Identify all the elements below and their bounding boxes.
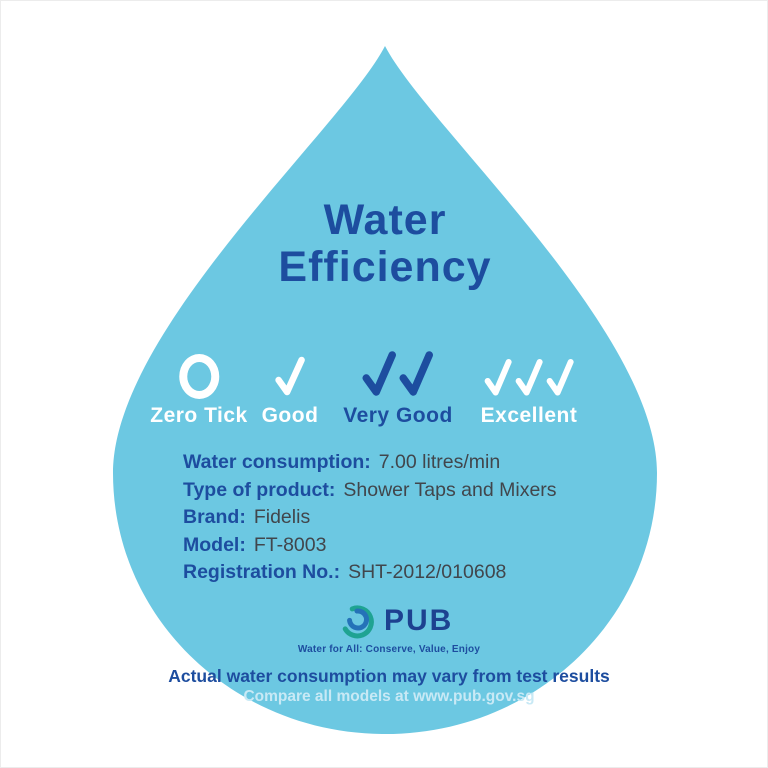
rating-zero-tick: Zero Tick [150,349,247,428]
pub-logo-text: PUB [384,604,454,637]
detail-value: Fidelis [253,506,311,528]
tick-icon [515,359,543,396]
detail-value: SHT-2012/010608 [348,561,507,583]
tick-icon [275,356,305,396]
label-title: Water Efficiency [193,197,577,291]
rating-excellent: Excellent [481,349,578,428]
tick-icon [399,351,433,396]
detail-row-model: Model: FT-8003 [183,533,557,556]
detail-label: Model: [183,533,246,556]
detail-row-water-consumption: Water consumption: 7.00 litres/min [183,452,557,473]
compare-models-text: Compare all models at www.pub.gov.sg [243,688,535,705]
pub-tagline: Water for All: Conserve, Value, Enjoy [297,644,481,655]
detail-label: Registration No.: [183,561,341,583]
detail-row-registration-no: Registration No.: SHT-2012/010608 [183,562,557,583]
pub-swirl-icon [340,605,374,639]
tick-icon [546,359,574,396]
rating-label-zero-tick: Zero Tick [150,404,248,427]
rating-very-good-selected: Very Good [343,349,453,428]
rating-good: Good [262,349,319,428]
disclaimer-text: Actual water consumption may vary from t… [168,666,610,686]
detail-row-brand: Brand: Fidelis [183,507,557,528]
detail-label: Water consumption: [183,451,371,473]
detail-value: FT-8003 [253,533,327,556]
detail-label: Type of product: [183,478,336,501]
title-line-2: Efficiency [278,243,492,291]
rating-label-good: Good [261,404,319,427]
pub-logo: PUB [337,601,453,641]
product-details: Water consumption: 7.00 litres/min Type … [183,452,557,583]
tick-icon [362,351,396,396]
detail-label: Brand: [183,506,246,528]
zero-tick-icon [150,349,247,399]
detail-value: 7.00 litres/min [378,451,501,473]
detail-value: Shower Taps and Mixers [343,478,557,501]
rating-label-very-good: Very Good [343,404,453,427]
zero-tick-o-icon [178,354,219,399]
title-line-1: Water [323,196,447,244]
detail-row-type-of-product: Type of product: Shower Taps and Mixers [183,478,557,501]
rating-label-excellent: Excellent [480,404,578,427]
tick-icon [484,359,512,396]
